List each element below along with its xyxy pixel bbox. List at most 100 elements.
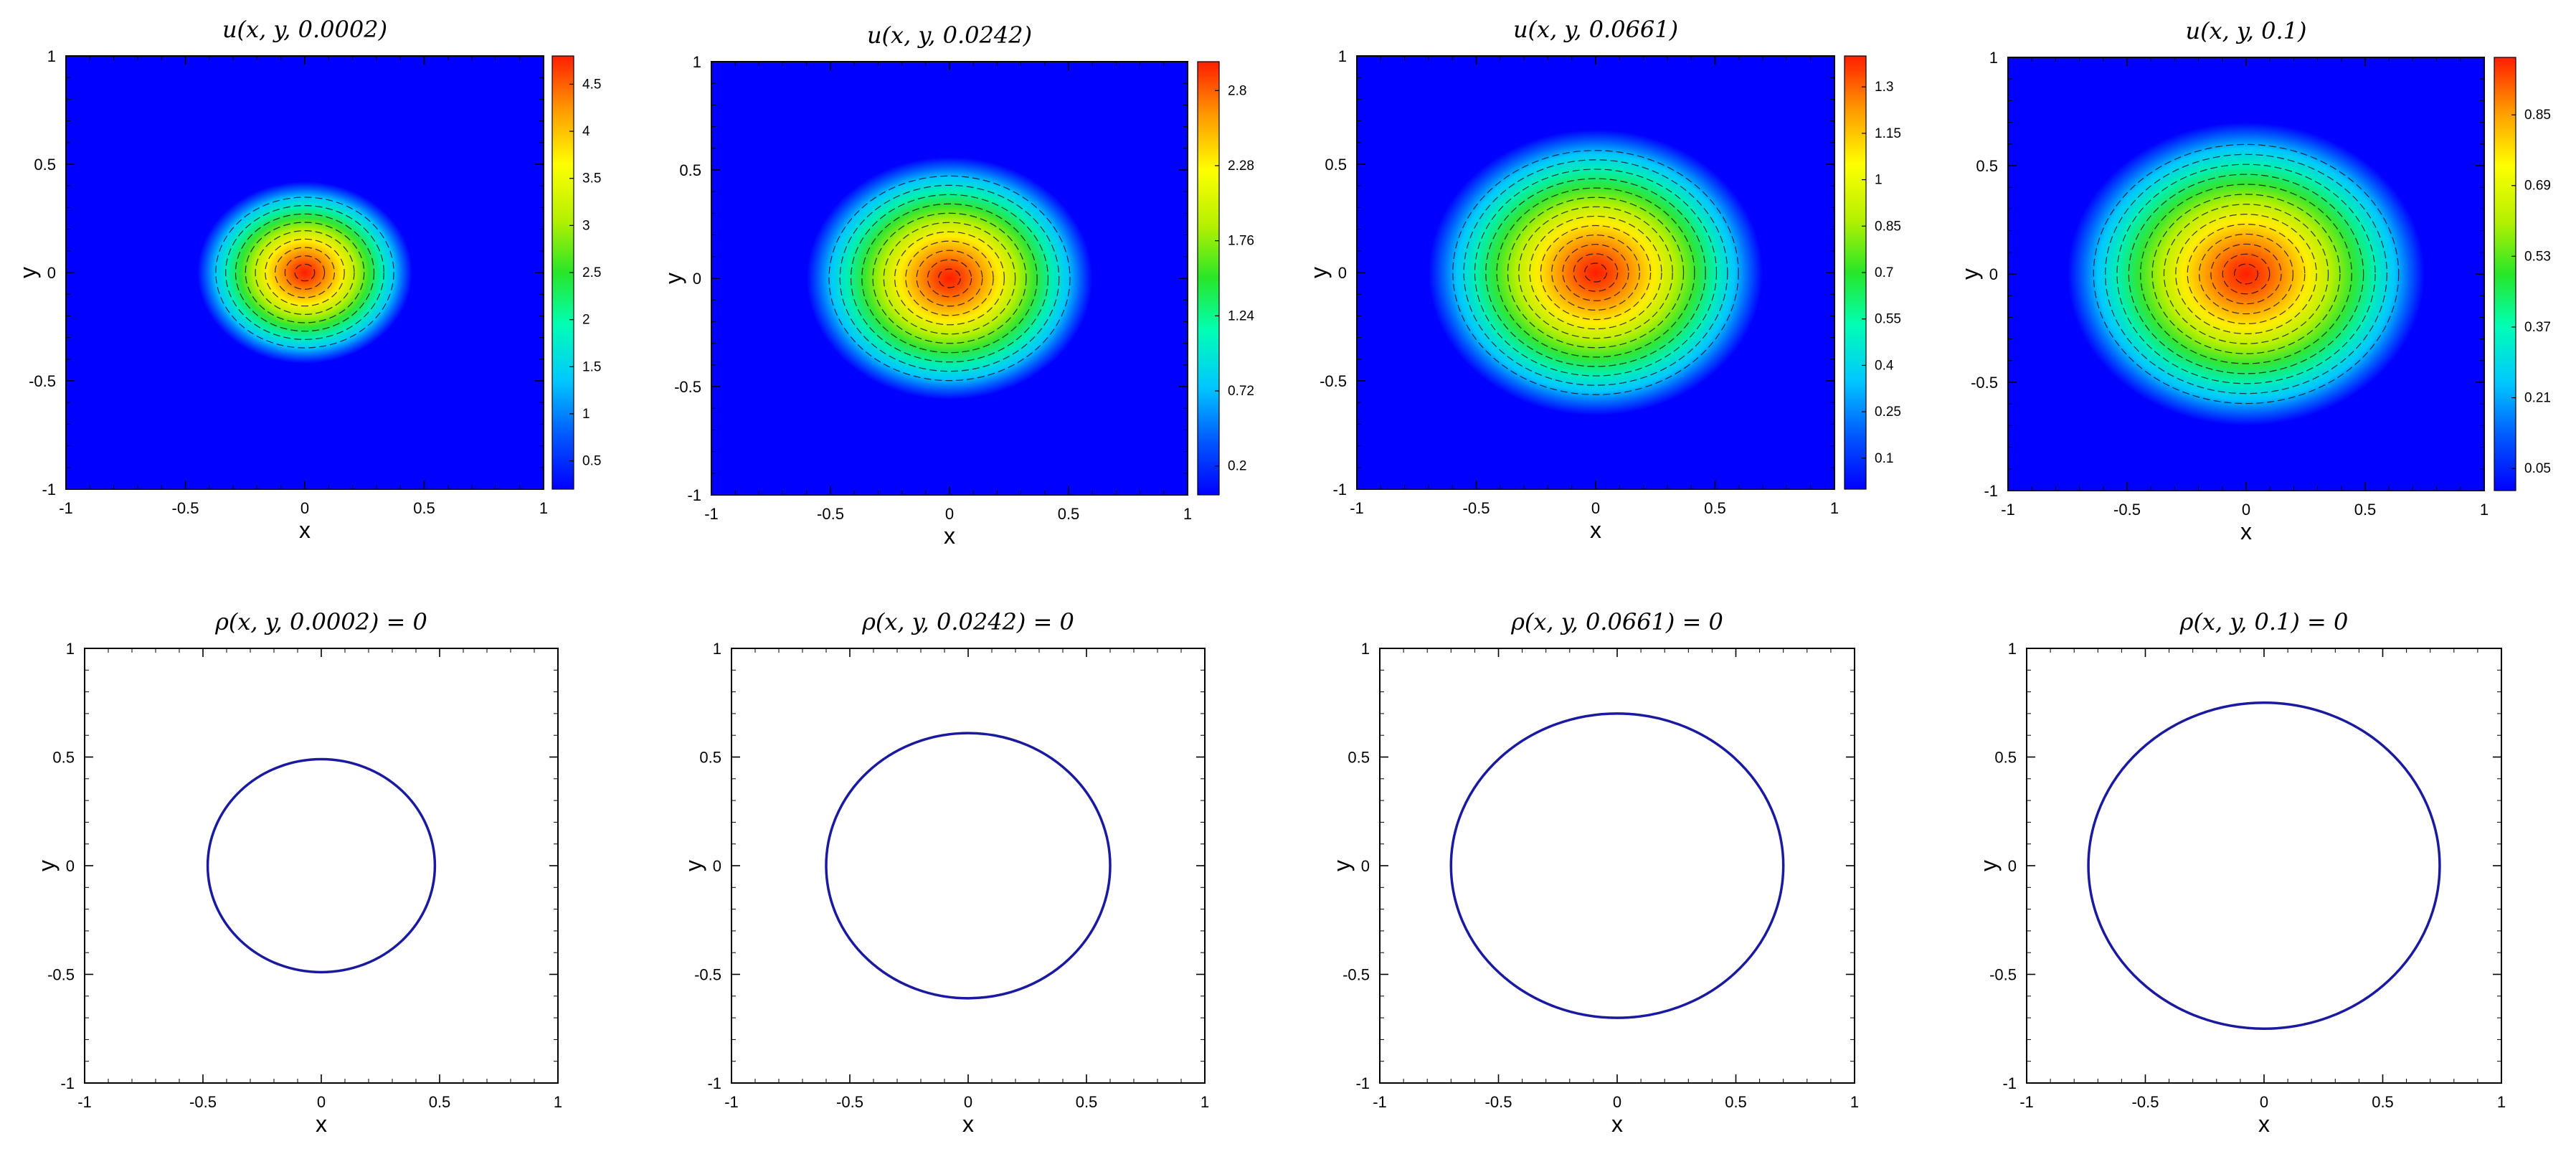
y-tick-label: 0 <box>1338 264 1347 282</box>
colorbar-tick-label: 4 <box>582 124 590 139</box>
contour-line <box>2175 214 2317 334</box>
y-tick-label: 0.5 <box>1976 157 1998 175</box>
x-axis-label: x <box>2240 519 2252 544</box>
panel-title: u(x, y, 0.0661) <box>1513 16 1678 43</box>
x-tick-label: 1 <box>2497 1093 2506 1111</box>
x-tick-label: -0.5 <box>2132 1093 2159 1111</box>
y-tick-label: -0.5 <box>1989 966 2017 984</box>
panel-title: ρ(x, y, 0.0242) = 0 <box>861 608 1074 635</box>
contour-line <box>265 238 345 307</box>
colorbar-tick-label: 0.5 <box>582 454 601 469</box>
y-axis-label: y <box>15 267 41 278</box>
colorbar <box>1197 61 1220 496</box>
colorbar-tick-label: 0.85 <box>2524 108 2551 123</box>
y-tick-label: 1 <box>713 640 721 658</box>
y-tick-label: -1 <box>687 486 701 504</box>
panel-title: u(x, y, 0.0002) <box>222 16 387 43</box>
y-tick-label: 0 <box>713 857 721 875</box>
y-tick-label: -1 <box>707 1074 721 1092</box>
colorbar-tick-label: 2.28 <box>1228 159 1254 174</box>
y-tick-label: 0.5 <box>679 161 701 179</box>
x-tick-label: 1 <box>554 1093 562 1111</box>
x-tick-label: 0 <box>300 499 309 517</box>
colorbar-tick-label: 0.69 <box>2524 179 2551 194</box>
x-tick-label: 0.5 <box>2354 501 2377 519</box>
panels: -1 -0.5 0 0.5 1 -1 -0.5 0 0.5 1 x y u(x, y, 0.0002) 0… <box>15 16 2551 1137</box>
x-tick-label: -1 <box>59 499 73 517</box>
y-tick-label: 0 <box>1361 857 1370 875</box>
contour-panel: -1 -0.5 0 0.5 1 -1 -0.5 0 0.5 1 x y ρ(x, y, 0.0242) … <box>681 608 1209 1137</box>
level-set-curve <box>1449 712 1785 1019</box>
y-tick-label: 0.5 <box>1348 749 1370 767</box>
x-axis-label: x <box>944 523 955 549</box>
plot-area <box>85 648 558 1083</box>
contour-line <box>235 213 375 332</box>
y-tick-label: 1 <box>1989 49 1998 67</box>
y-tick-label: -0.5 <box>694 966 721 984</box>
colorbar-tick-label: 4.5 <box>582 77 601 92</box>
colorbar-tick-label: 2.8 <box>1228 83 1246 98</box>
y-axis-label: y <box>34 860 60 871</box>
contour-line <box>2234 263 2258 285</box>
x-tick-label: 0 <box>317 1093 326 1111</box>
y-tick-label: -0.5 <box>674 378 701 396</box>
contour-panel: -1 -0.5 0 0.5 1 -1 -0.5 0 0.5 1 x y ρ(x, y, 0.0661) … <box>1329 608 1859 1137</box>
colorbar-tick-label: 0.37 <box>2524 320 2551 335</box>
contour-line <box>872 212 1027 344</box>
contour-line <box>1452 150 1739 395</box>
colorbar-tick-label: 1.5 <box>582 359 601 374</box>
contour-line <box>1518 206 1673 339</box>
panel-title: ρ(x, y, 0.0661) = 0 <box>1510 608 1723 635</box>
y-tick-label: -1 <box>1984 482 1998 500</box>
y-tick-label: -0.5 <box>1971 374 1998 392</box>
contour-line <box>2128 174 2364 374</box>
contour-line <box>2222 253 2270 295</box>
x-tick-label: 0.5 <box>1704 499 1726 517</box>
plot-area <box>2027 648 2501 1083</box>
y-tick-label: -1 <box>60 1074 75 1092</box>
y-tick-label: -1 <box>42 481 56 498</box>
y-axis-label: y <box>660 273 686 284</box>
x-tick-label: -0.5 <box>2113 501 2141 519</box>
contour-line <box>1584 263 1607 283</box>
contour-line <box>1529 215 1662 330</box>
contour-line <box>1540 224 1652 321</box>
contour-line <box>255 230 355 315</box>
colorbar-tick-label: 1 <box>582 407 590 422</box>
contour-line <box>1463 159 1728 386</box>
heatmap-blob <box>806 156 1093 400</box>
contour-line <box>1551 235 1640 311</box>
panel-title: ρ(x, y, 0.1) = 0 <box>2179 608 2349 635</box>
contour-line <box>938 268 961 288</box>
colorbar-tick-label: 0.05 <box>2524 461 2551 476</box>
contour-line <box>2210 243 2282 305</box>
y-tick-label: 1 <box>693 53 701 71</box>
y-tick-label: 0 <box>66 857 75 875</box>
x-tick-label: -1 <box>1350 499 1364 517</box>
contour-line <box>275 247 335 298</box>
contour-line <box>839 184 1060 372</box>
x-axis-label: x <box>1611 1111 1623 1137</box>
panel-title: ρ(x, y, 0.0002) = 0 <box>214 608 427 635</box>
y-tick-label: 0.5 <box>1994 749 2017 767</box>
contour-line <box>2105 153 2387 394</box>
y-tick-label: -1 <box>1355 1074 1370 1092</box>
colorbar-tick-label: 0.4 <box>1875 358 1894 373</box>
x-tick-label: 0 <box>1591 499 1600 517</box>
colorbar-tick-label: 0.85 <box>1875 219 1901 234</box>
contour-line <box>883 222 1016 335</box>
x-tick-label: -0.5 <box>172 499 199 517</box>
x-tick-label: 1 <box>1201 1093 1209 1111</box>
colorbar-tick-label: 0.72 <box>1228 384 1254 399</box>
y-tick-label: 1 <box>1338 47 1347 65</box>
x-tick-label: 1 <box>2480 501 2489 519</box>
colorbar-tick-label: 2 <box>582 313 590 328</box>
x-tick-label: 0 <box>945 505 954 523</box>
colorbar-tick-label: 0.7 <box>1875 265 1893 280</box>
heatmap-blob <box>1428 129 1763 416</box>
contour-line <box>916 250 983 307</box>
y-tick-label: 1 <box>2008 640 2017 658</box>
contour-line <box>2198 233 2294 315</box>
heatmap-blob <box>2068 122 2425 426</box>
heatmap-panel: -1 -0.5 0 0.5 1 -1 -0.5 0 0.5 1 x y u(x, y, 0.0661) 0… <box>1306 16 1901 543</box>
